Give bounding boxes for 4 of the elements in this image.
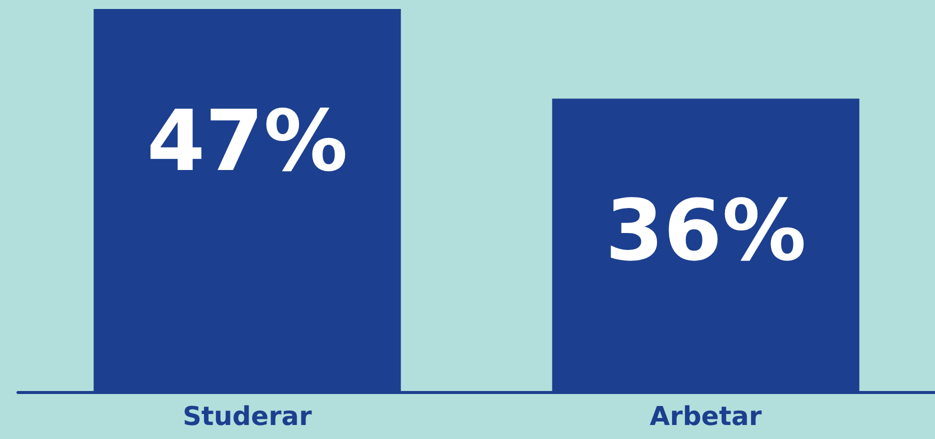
data-label: 47% — [146, 92, 348, 190]
x-tick-label: Studerar — [182, 402, 312, 432]
data-label: 36% — [605, 182, 806, 280]
x-tick-label: Arbetar — [650, 402, 762, 432]
